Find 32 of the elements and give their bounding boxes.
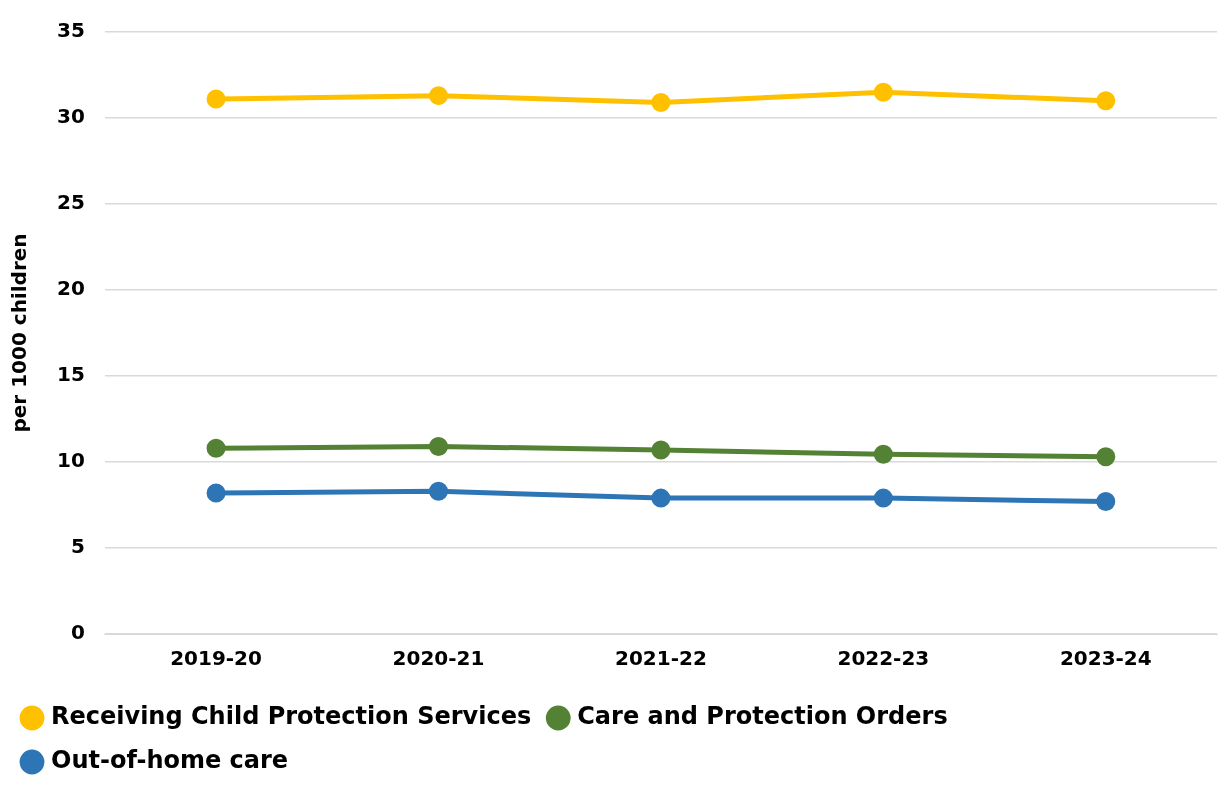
point bbox=[206, 483, 226, 503]
point bbox=[873, 444, 893, 464]
legend-label: Receiving Child Protection Services bbox=[51, 702, 532, 731]
point bbox=[873, 488, 893, 508]
y-tick-label: 10 bbox=[56, 448, 85, 473]
point bbox=[206, 89, 226, 109]
y-axis-title: per 1000 children bbox=[7, 233, 32, 433]
legend-label: Care and Protection Orders bbox=[577, 702, 948, 731]
y-tick-label: 35 bbox=[56, 18, 85, 43]
legend-label: Out-of-home care bbox=[51, 746, 289, 775]
point bbox=[873, 82, 893, 102]
point bbox=[651, 440, 671, 460]
point bbox=[1096, 492, 1116, 512]
x-tick-label: 2022-23 bbox=[837, 646, 930, 671]
y-tick-label: 30 bbox=[56, 104, 85, 129]
y-tick-label: 25 bbox=[56, 190, 85, 215]
x-tick-label: 2023-24 bbox=[1059, 646, 1152, 671]
y-tick-label: 0 bbox=[70, 620, 85, 645]
point bbox=[428, 481, 448, 501]
y-tick-label: 20 bbox=[56, 276, 85, 301]
point bbox=[651, 488, 671, 508]
point bbox=[428, 86, 448, 106]
y-tick-label: 15 bbox=[56, 362, 85, 387]
point bbox=[1096, 91, 1116, 111]
x-tick-label: 2019-20 bbox=[170, 646, 262, 671]
y-tick-label: 5 bbox=[70, 534, 85, 559]
x-tick-label: 2021-22 bbox=[615, 646, 707, 671]
point bbox=[428, 437, 448, 457]
x-tick-label: 2020-21 bbox=[392, 646, 485, 671]
point bbox=[206, 438, 226, 458]
point bbox=[651, 93, 671, 113]
point bbox=[1096, 447, 1116, 467]
